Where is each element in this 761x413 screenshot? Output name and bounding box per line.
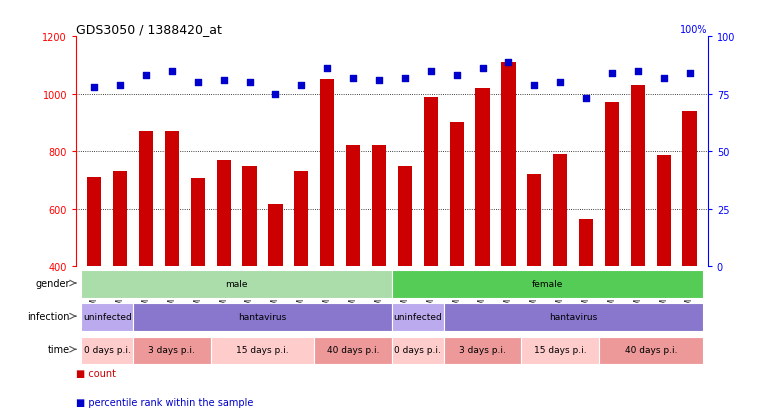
Bar bbox=[217, 160, 231, 266]
Point bbox=[658, 75, 670, 82]
Point bbox=[192, 80, 204, 86]
Text: 15 days p.i.: 15 days p.i. bbox=[236, 345, 288, 354]
Point bbox=[218, 77, 230, 84]
Point bbox=[554, 80, 566, 86]
Text: GDS3050 / 1388420_at: GDS3050 / 1388420_at bbox=[76, 23, 222, 36]
Bar bbox=[165, 132, 179, 266]
Point bbox=[476, 66, 489, 73]
Bar bbox=[139, 132, 153, 266]
Bar bbox=[133, 337, 211, 364]
Text: time: time bbox=[48, 344, 70, 354]
Text: ■ count: ■ count bbox=[76, 368, 116, 378]
Bar bbox=[320, 80, 334, 266]
Point bbox=[269, 91, 282, 98]
Bar bbox=[398, 166, 412, 266]
Bar bbox=[243, 166, 256, 266]
Text: 3 days p.i.: 3 days p.i. bbox=[459, 345, 506, 354]
Text: 40 days p.i.: 40 days p.i. bbox=[326, 345, 379, 354]
Bar bbox=[295, 172, 308, 266]
Point bbox=[580, 96, 592, 102]
Point bbox=[140, 73, 152, 79]
Text: female: female bbox=[531, 279, 563, 288]
Bar bbox=[599, 337, 702, 364]
Bar bbox=[211, 337, 314, 364]
Bar bbox=[444, 304, 702, 331]
Point bbox=[114, 82, 126, 89]
Text: hantavirus: hantavirus bbox=[238, 312, 287, 321]
Point bbox=[502, 59, 514, 66]
Bar bbox=[87, 178, 101, 266]
Bar bbox=[372, 146, 386, 266]
Point bbox=[373, 77, 385, 84]
Bar bbox=[553, 154, 567, 266]
Point bbox=[295, 82, 307, 89]
Bar bbox=[133, 304, 392, 331]
Text: 40 days p.i.: 40 days p.i. bbox=[625, 345, 677, 354]
Bar bbox=[191, 179, 205, 266]
Point bbox=[528, 82, 540, 89]
Bar bbox=[113, 172, 127, 266]
Point bbox=[683, 71, 696, 77]
Text: 15 days p.i.: 15 days p.i. bbox=[534, 345, 587, 354]
Bar bbox=[605, 103, 619, 266]
Text: 3 days p.i.: 3 days p.i. bbox=[148, 345, 196, 354]
Text: male: male bbox=[225, 279, 248, 288]
Bar bbox=[476, 89, 489, 266]
Text: uninfected: uninfected bbox=[393, 312, 442, 321]
Text: 100%: 100% bbox=[680, 25, 708, 35]
Point bbox=[88, 84, 100, 91]
Point bbox=[451, 73, 463, 79]
Bar bbox=[579, 219, 593, 266]
Point bbox=[399, 75, 411, 82]
Bar bbox=[527, 175, 541, 266]
Bar bbox=[450, 123, 463, 266]
Bar bbox=[346, 146, 360, 266]
Bar bbox=[631, 86, 645, 266]
Bar bbox=[392, 304, 444, 331]
Point bbox=[166, 68, 178, 75]
Bar bbox=[501, 63, 515, 266]
Point bbox=[606, 71, 618, 77]
Point bbox=[425, 68, 437, 75]
Text: ■ percentile rank within the sample: ■ percentile rank within the sample bbox=[76, 397, 253, 407]
Point bbox=[632, 68, 644, 75]
Bar bbox=[314, 337, 392, 364]
Bar bbox=[657, 156, 671, 266]
Bar bbox=[683, 112, 697, 266]
Point bbox=[347, 75, 359, 82]
Bar bbox=[444, 337, 521, 364]
Bar bbox=[269, 205, 282, 266]
Text: 0 days p.i.: 0 days p.i. bbox=[84, 345, 131, 354]
Bar bbox=[81, 271, 392, 298]
Point bbox=[244, 80, 256, 86]
Point bbox=[321, 66, 333, 73]
Text: 0 days p.i.: 0 days p.i. bbox=[394, 345, 441, 354]
Bar bbox=[81, 304, 133, 331]
Text: infection: infection bbox=[27, 311, 70, 321]
Bar bbox=[424, 97, 438, 266]
Text: hantavirus: hantavirus bbox=[549, 312, 597, 321]
Text: uninfected: uninfected bbox=[83, 312, 132, 321]
Text: gender: gender bbox=[35, 278, 70, 288]
Bar bbox=[392, 271, 702, 298]
Bar bbox=[392, 337, 444, 364]
Bar bbox=[81, 337, 133, 364]
Bar bbox=[521, 337, 599, 364]
